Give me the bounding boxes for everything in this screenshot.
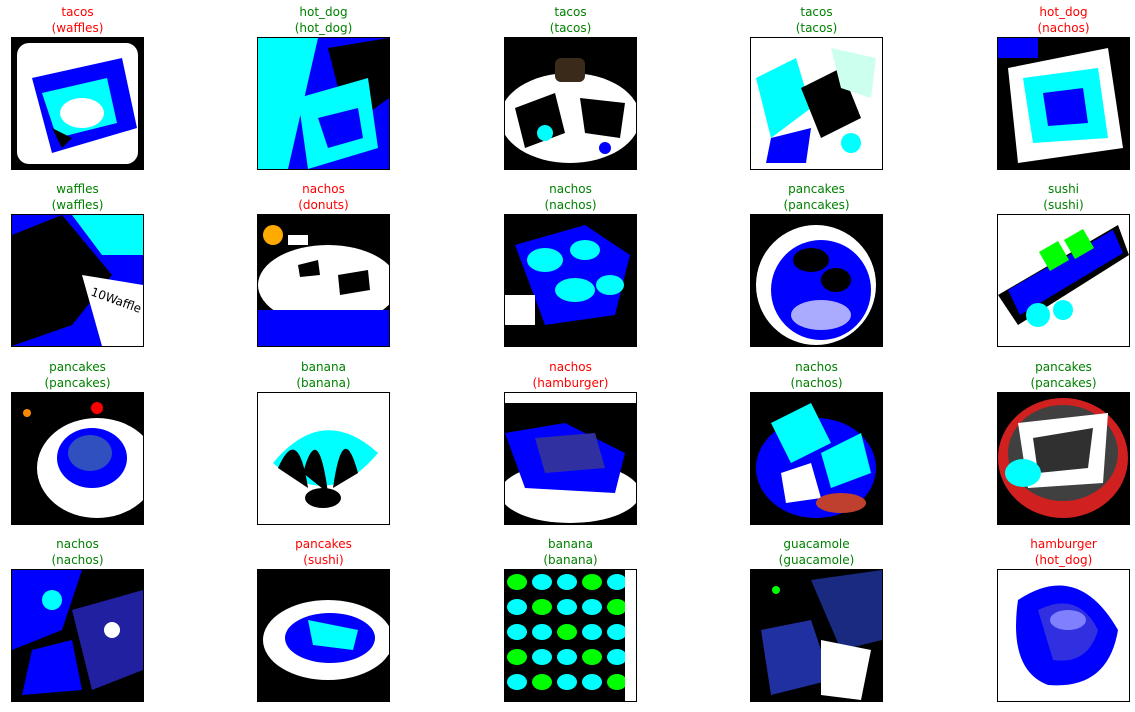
actual-label: (nachos): [790, 376, 843, 390]
predicted-label: hot_dog: [299, 5, 348, 19]
actual-label: (waffles): [51, 198, 104, 212]
burger-plate-icon: [504, 392, 637, 525]
actual-label: (hot_dog): [1034, 553, 1093, 567]
cell-caption: hamburger (hot_dog): [957, 536, 1135, 568]
nachos-plate-icon: [750, 392, 883, 525]
predicted-label: nachos: [56, 537, 99, 551]
actual-label: (banana): [543, 553, 598, 567]
blue-blob-icon: [997, 569, 1130, 702]
actual-label: (nachos): [1037, 21, 1090, 35]
actual-label: (tacos): [549, 21, 592, 35]
predicted-label: guacamole: [783, 537, 850, 551]
cell-caption: hot_dog (nachos): [957, 4, 1135, 36]
cell-caption: banana (banana): [464, 536, 677, 568]
actual-label: (donuts): [298, 198, 349, 212]
dish-on-dark-icon: [997, 37, 1130, 170]
cell-caption: nachos (donuts): [217, 181, 430, 213]
predicted-label: pancakes: [295, 537, 352, 551]
actual-label: (pancakes): [1030, 376, 1097, 390]
banana-bunch-icon: [257, 392, 390, 525]
predicted-label: nachos: [549, 182, 592, 196]
cell-caption: pancakes (pancakes): [957, 359, 1135, 391]
actual-label: (hamburger): [532, 376, 609, 390]
cell-caption: pancakes (pancakes): [0, 359, 184, 391]
predicted-label: pancakes: [1035, 360, 1092, 374]
sushi-roll-icon: [997, 214, 1130, 347]
cell-caption: sushi (sushi): [957, 181, 1135, 213]
actual-label: (pancakes): [783, 198, 850, 212]
predicted-label: waffles: [56, 182, 99, 196]
guacamole-dark-icon: [750, 569, 883, 702]
pancake-red-plate-icon: [997, 392, 1130, 525]
cell-caption: pancakes (pancakes): [710, 181, 923, 213]
predicted-label: pancakes: [49, 360, 106, 374]
predicted-label: tacos: [61, 5, 94, 19]
actual-label: (tacos): [795, 21, 838, 35]
predicted-label: tacos: [800, 5, 833, 19]
actual-label: (pancakes): [44, 376, 111, 390]
actual-label: (sushi): [1043, 198, 1084, 212]
predicted-label: tacos: [554, 5, 587, 19]
predicted-label: nachos: [549, 360, 592, 374]
cell-caption: nachos (hamburger): [464, 359, 677, 391]
nachos-pile-icon: [504, 214, 637, 347]
donuts-plate-icon: [257, 214, 390, 347]
predicted-label: nachos: [795, 360, 838, 374]
pancake-stack-icon: [11, 392, 144, 525]
predicted-label: pancakes: [788, 182, 845, 196]
cell-caption: guacamole (guacamole): [710, 536, 923, 568]
plate-with-cup-icon: [11, 37, 144, 170]
scattered-food-icon: [750, 37, 883, 170]
predicted-label: nachos: [302, 182, 345, 196]
nachos-dark-icon: [11, 569, 144, 702]
sushi-bowl-icon: [257, 569, 390, 702]
cell-caption: nachos (nachos): [710, 359, 923, 391]
actual-label: (nachos): [544, 198, 597, 212]
actual-label: (nachos): [51, 553, 104, 567]
actual-label: (guacamole): [778, 553, 855, 567]
cell-caption: tacos (tacos): [464, 4, 677, 36]
actual-label: (banana): [296, 376, 351, 390]
cell-caption: waffles (waffles): [0, 181, 184, 213]
cell-caption: banana (banana): [217, 359, 430, 391]
plate-with-bowl-icon: [504, 37, 637, 170]
actual-label: (sushi): [303, 553, 344, 567]
cell-caption: tacos (waffles): [0, 4, 184, 36]
predicted-label: hamburger: [1030, 537, 1097, 551]
cell-caption: nachos (nachos): [0, 536, 184, 568]
hot-dog-icon: [257, 37, 390, 170]
actual-label: (hot_dog): [294, 21, 353, 35]
cell-caption: nachos (nachos): [464, 181, 677, 213]
cell-caption: hot_dog (hot_dog): [217, 4, 430, 36]
pancake-plate-icon: [750, 214, 883, 347]
waffle-box-icon: 10Waffle: [11, 214, 144, 347]
predicted-label: banana: [301, 360, 346, 374]
cell-caption: pancakes (sushi): [217, 536, 430, 568]
predicted-label: hot_dog: [1039, 5, 1088, 19]
banana-pattern-icon: [504, 569, 637, 702]
actual-label: (waffles): [51, 21, 104, 35]
cell-caption: tacos (tacos): [710, 4, 923, 36]
predicted-label: banana: [548, 537, 593, 551]
predicted-label: sushi: [1047, 182, 1080, 196]
